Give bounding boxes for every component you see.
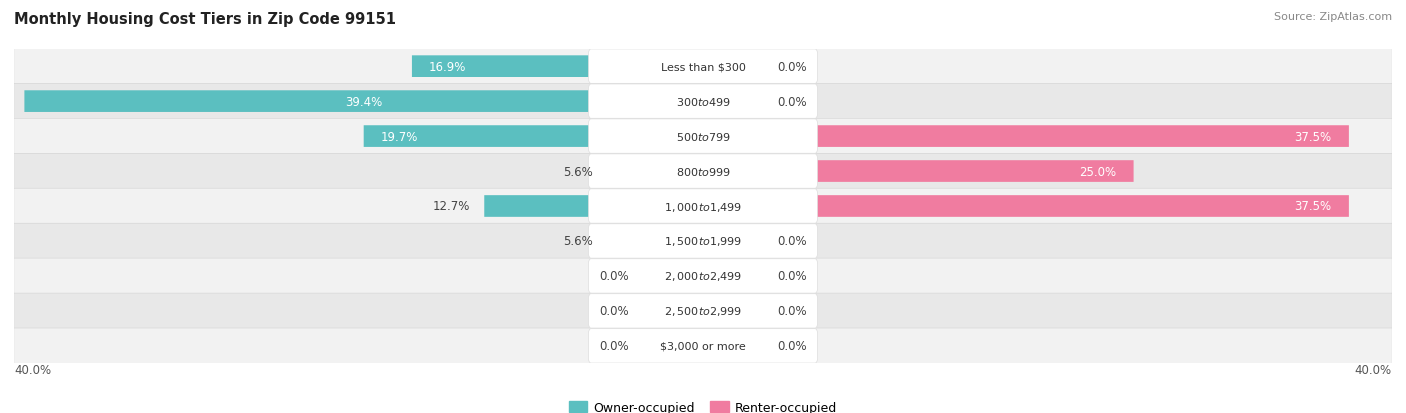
Text: 5.6%: 5.6%	[562, 165, 593, 178]
FancyBboxPatch shape	[589, 190, 817, 223]
FancyBboxPatch shape	[703, 126, 1348, 147]
Text: $3,000 or more: $3,000 or more	[661, 341, 745, 351]
FancyBboxPatch shape	[703, 337, 763, 355]
Text: 0.0%: 0.0%	[599, 339, 628, 352]
Text: 16.9%: 16.9%	[429, 61, 467, 74]
Text: 0.0%: 0.0%	[778, 270, 807, 283]
Text: 0.0%: 0.0%	[599, 305, 628, 318]
Text: 37.5%: 37.5%	[1295, 130, 1331, 143]
Text: Less than $300: Less than $300	[661, 62, 745, 72]
Text: 0.0%: 0.0%	[778, 305, 807, 318]
Text: 0.0%: 0.0%	[778, 339, 807, 352]
FancyBboxPatch shape	[606, 161, 703, 183]
Text: $2,000 to $2,499: $2,000 to $2,499	[664, 270, 742, 283]
Text: 12.7%: 12.7%	[433, 200, 471, 213]
Text: 39.4%: 39.4%	[344, 95, 382, 108]
Text: $300 to $499: $300 to $499	[675, 96, 731, 108]
FancyBboxPatch shape	[24, 91, 703, 113]
Text: $1,500 to $1,999: $1,500 to $1,999	[664, 235, 742, 248]
FancyBboxPatch shape	[14, 223, 1392, 259]
Text: $1,000 to $1,499: $1,000 to $1,499	[664, 200, 742, 213]
FancyBboxPatch shape	[606, 230, 703, 252]
FancyBboxPatch shape	[589, 120, 817, 154]
FancyBboxPatch shape	[589, 154, 817, 189]
Text: 0.0%: 0.0%	[778, 95, 807, 108]
FancyBboxPatch shape	[703, 58, 763, 76]
FancyBboxPatch shape	[703, 267, 763, 285]
FancyBboxPatch shape	[589, 329, 817, 363]
FancyBboxPatch shape	[643, 337, 703, 355]
FancyBboxPatch shape	[589, 224, 817, 259]
FancyBboxPatch shape	[703, 161, 1133, 183]
FancyBboxPatch shape	[14, 293, 1392, 329]
FancyBboxPatch shape	[703, 93, 763, 111]
FancyBboxPatch shape	[14, 49, 1392, 85]
FancyBboxPatch shape	[14, 259, 1392, 294]
Text: 37.5%: 37.5%	[1295, 200, 1331, 213]
FancyBboxPatch shape	[703, 232, 763, 251]
Text: 40.0%: 40.0%	[14, 363, 51, 376]
FancyBboxPatch shape	[589, 50, 817, 84]
Text: 0.0%: 0.0%	[778, 61, 807, 74]
FancyBboxPatch shape	[703, 196, 1348, 217]
Text: $2,500 to $2,999: $2,500 to $2,999	[664, 305, 742, 318]
FancyBboxPatch shape	[14, 154, 1392, 190]
FancyBboxPatch shape	[589, 294, 817, 328]
Text: 19.7%: 19.7%	[381, 130, 419, 143]
FancyBboxPatch shape	[703, 302, 763, 320]
Text: $800 to $999: $800 to $999	[675, 166, 731, 178]
Text: 0.0%: 0.0%	[599, 270, 628, 283]
FancyBboxPatch shape	[412, 56, 703, 78]
FancyBboxPatch shape	[14, 84, 1392, 120]
FancyBboxPatch shape	[14, 119, 1392, 154]
FancyBboxPatch shape	[14, 189, 1392, 224]
FancyBboxPatch shape	[484, 196, 703, 217]
FancyBboxPatch shape	[14, 328, 1392, 364]
Text: 5.6%: 5.6%	[562, 235, 593, 248]
FancyBboxPatch shape	[589, 85, 817, 119]
Text: 25.0%: 25.0%	[1080, 165, 1116, 178]
Text: $500 to $799: $500 to $799	[675, 131, 731, 143]
FancyBboxPatch shape	[643, 302, 703, 320]
FancyBboxPatch shape	[589, 259, 817, 293]
FancyBboxPatch shape	[364, 126, 703, 147]
Text: 40.0%: 40.0%	[1355, 363, 1392, 376]
FancyBboxPatch shape	[643, 267, 703, 285]
Text: Monthly Housing Cost Tiers in Zip Code 99151: Monthly Housing Cost Tiers in Zip Code 9…	[14, 12, 396, 27]
Legend: Owner-occupied, Renter-occupied: Owner-occupied, Renter-occupied	[568, 401, 838, 413]
Text: 0.0%: 0.0%	[778, 235, 807, 248]
Text: Source: ZipAtlas.com: Source: ZipAtlas.com	[1274, 12, 1392, 22]
